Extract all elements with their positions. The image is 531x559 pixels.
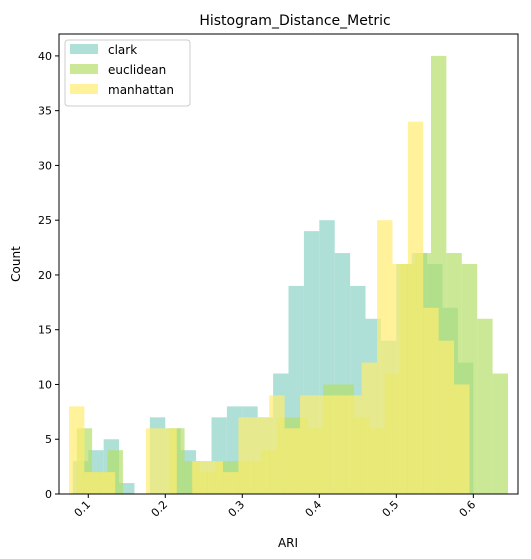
bar-manhattan [392,264,408,494]
bar-manhattan [99,472,116,494]
x-tick-label: 0.5 [380,498,402,520]
bar-manhattan [192,461,208,494]
bar-manhattan [346,395,362,494]
y-tick-label: 20 [38,269,52,282]
y-tick-label: 40 [38,50,52,63]
legend-swatch-clark [70,44,98,54]
bar-manhattan [315,395,331,494]
bar-manhattan [454,384,470,494]
legend-label-clark: clark [108,43,137,57]
bar-manhattan [284,428,301,494]
bar-manhattan [423,307,439,494]
chart-title: Histogram_Distance_Metric [199,13,390,29]
bar-manhattan [161,428,177,494]
bar-euclidean [477,318,493,494]
y-tick-label: 35 [38,105,52,118]
bars-layer [69,55,508,495]
series-manhattan [69,121,470,495]
bar-manhattan [330,395,347,494]
y-tick-label: 10 [38,378,52,391]
bar-manhattan [207,461,224,494]
bar-manhattan [69,406,85,494]
x-axis-label: ARI [278,536,298,550]
bar-manhattan [361,362,378,494]
y-tick-label: 15 [38,324,52,337]
bar-manhattan [238,417,254,494]
bar-manhattan [146,428,162,494]
bar-manhattan [377,220,393,494]
bar-manhattan [300,395,316,494]
legend: clark euclidean manhattan [64,39,191,107]
plot-frame [58,33,519,495]
x-tick-label: 0.2 [149,498,171,520]
legend-swatch-manhattan [70,84,98,94]
bar-manhattan [438,340,455,494]
legend-label-manhattan: manhattan [108,83,174,97]
legend-swatch-euclidean [70,64,98,74]
bar-manhattan [223,472,239,494]
legend-label-euclidean: euclidean [108,63,166,77]
bar-manhattan [407,121,424,495]
y-tick-label: 30 [38,159,52,172]
x-tick-label: 0.4 [303,498,325,520]
y-tick-label: 5 [45,433,52,446]
y-axis-label: Count [9,246,23,282]
bar-clark [119,483,135,494]
y-tick-label: 0 [45,488,52,501]
x-tick-label: 0.1 [72,498,94,520]
bar-manhattan [253,417,270,494]
bar-manhattan [84,472,100,494]
x-tick-label: 0.3 [226,498,248,520]
x-tick-label: 0.6 [457,498,479,520]
y-tick-label: 25 [38,214,52,227]
bar-euclidean [492,373,508,494]
bar-manhattan [269,395,285,494]
